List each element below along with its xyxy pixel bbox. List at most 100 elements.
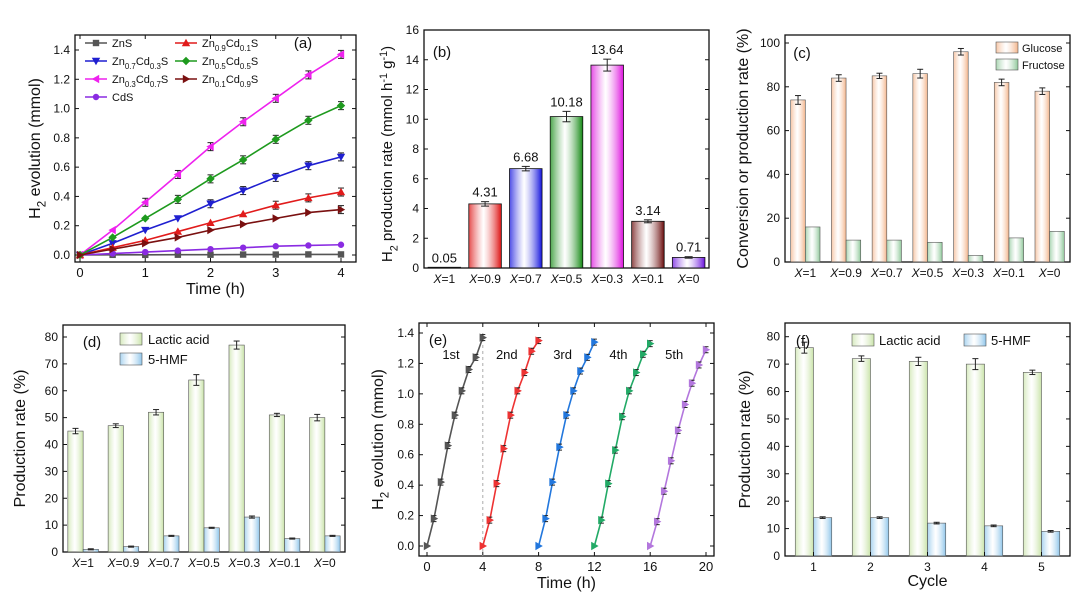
data-point bbox=[660, 487, 669, 496]
data-point bbox=[451, 410, 460, 420]
x-category-label: X=0.9 bbox=[829, 266, 862, 280]
x-symbol: X bbox=[509, 272, 519, 286]
bar bbox=[870, 517, 890, 557]
data-point bbox=[479, 333, 487, 342]
text-part: 2 bbox=[37, 201, 49, 207]
bar bbox=[549, 116, 584, 269]
text-part: g bbox=[379, 61, 396, 74]
legend: Lactic acid 5-HMF bbox=[119, 332, 209, 367]
text-part: 0.7 bbox=[125, 62, 136, 71]
x-category-label: X=0.5 bbox=[911, 266, 944, 280]
data-point bbox=[272, 214, 280, 223]
data-point bbox=[336, 101, 346, 110]
data-point bbox=[207, 245, 214, 253]
data-point bbox=[271, 174, 280, 182]
text-part: S bbox=[251, 38, 258, 50]
data-point bbox=[500, 444, 508, 453]
x-category-label: 4 bbox=[981, 560, 988, 574]
text-part: -1 bbox=[378, 51, 390, 61]
x-category-label: X=0 bbox=[313, 556, 336, 570]
data-point bbox=[337, 205, 346, 214]
x-tick-label: 0 bbox=[76, 265, 83, 280]
data-point bbox=[444, 441, 453, 450]
x-value: =0.9 bbox=[116, 556, 140, 570]
plot-frame bbox=[74, 34, 357, 263]
data-point bbox=[486, 515, 494, 525]
data-point bbox=[108, 225, 116, 235]
data-point bbox=[141, 214, 150, 223]
x-symbol: X bbox=[911, 266, 921, 280]
y-tick-label: 0.0 bbox=[53, 248, 70, 262]
data-point bbox=[479, 541, 487, 551]
x-value: =0.7 bbox=[879, 266, 903, 280]
text-part: CdS bbox=[112, 92, 133, 104]
x-symbol: X bbox=[870, 266, 880, 280]
x-category-label: 2 bbox=[867, 560, 874, 574]
text-part: 0.1 bbox=[215, 80, 227, 89]
data-point bbox=[239, 244, 247, 251]
x-category-label: X=0.9 bbox=[107, 556, 140, 570]
x-symbol: X bbox=[187, 556, 197, 570]
y-tick-label: 10 bbox=[406, 112, 420, 126]
data-point bbox=[142, 248, 149, 256]
bar bbox=[671, 257, 706, 269]
series-line bbox=[426, 337, 484, 547]
text-part: Zn bbox=[112, 56, 125, 68]
y-tick-label: 1.4 bbox=[397, 326, 414, 340]
data-point bbox=[702, 345, 711, 354]
x-value: =0.9 bbox=[838, 266, 862, 280]
x-category-label: X=0.1 bbox=[631, 272, 664, 286]
legend-label: 5-HMF bbox=[148, 352, 188, 367]
cycle-label: 2nd bbox=[496, 347, 518, 362]
legend-label: Glucose bbox=[1022, 43, 1062, 55]
panel-label: (e) bbox=[429, 332, 447, 349]
x-symbol: X bbox=[550, 272, 560, 286]
text-part: S bbox=[251, 74, 258, 86]
legend-label: 5-HMF bbox=[991, 333, 1031, 348]
panel-e-cycle-chart: 0.0 0.2 0.4 0.6 0.8 1.0 1.2 1.4 0 4 8 12 16 20 1st 2nd 3… bbox=[370, 322, 715, 592]
data-point bbox=[493, 479, 501, 488]
data-point bbox=[507, 410, 515, 420]
x-category-label: X=1 bbox=[794, 266, 817, 280]
bar bbox=[268, 414, 285, 553]
x-category-label: X=0.1 bbox=[268, 556, 301, 570]
data-point bbox=[605, 479, 613, 488]
y-tick-label: 0.6 bbox=[53, 160, 70, 174]
x-symbol: X bbox=[1038, 266, 1048, 280]
y-tick-label: 1.2 bbox=[397, 356, 414, 370]
data-point bbox=[549, 477, 557, 487]
x-tick-label: 8 bbox=[535, 559, 542, 574]
data-point bbox=[271, 201, 280, 209]
data-label: 0.05 bbox=[432, 250, 457, 265]
panel-label: (b) bbox=[433, 44, 451, 61]
panel-f-bar-chart: 0 10 20 30 40 50 60 70 80 1 2 3 4 5 Lactic acid 5-HMF (f… bbox=[737, 322, 1071, 590]
data-point bbox=[336, 187, 346, 196]
data-point bbox=[681, 400, 690, 409]
x-category-label: X=0.3 bbox=[590, 272, 623, 286]
y-tick-label: 2 bbox=[412, 231, 419, 245]
y-tick-label: 0 bbox=[773, 255, 780, 269]
data-point bbox=[238, 117, 247, 126]
text-part: S bbox=[161, 74, 168, 86]
x-value: =0 bbox=[686, 272, 700, 286]
x-value: =0.3 bbox=[960, 266, 984, 280]
x-symbol: X bbox=[992, 266, 1002, 280]
legend-marker bbox=[91, 74, 100, 84]
x-value: =1 bbox=[80, 556, 94, 570]
panel-label: (d) bbox=[83, 334, 101, 351]
data-point bbox=[174, 233, 183, 242]
x-tick-label: 1 bbox=[142, 265, 149, 280]
bar bbox=[1008, 237, 1024, 263]
x-symbol: X bbox=[794, 266, 804, 280]
y-axis-label: Conversion or production rate (%) bbox=[735, 28, 752, 268]
y-tick-label: 14 bbox=[406, 53, 420, 67]
x-value: =0.1 bbox=[1001, 266, 1025, 280]
y-tick-label: 0.2 bbox=[397, 509, 414, 523]
legend-marker bbox=[182, 74, 191, 84]
data-label: 10.18 bbox=[550, 94, 583, 109]
data-point bbox=[674, 426, 683, 435]
data-point bbox=[206, 142, 214, 151]
bar bbox=[148, 411, 165, 553]
bar bbox=[228, 344, 245, 553]
